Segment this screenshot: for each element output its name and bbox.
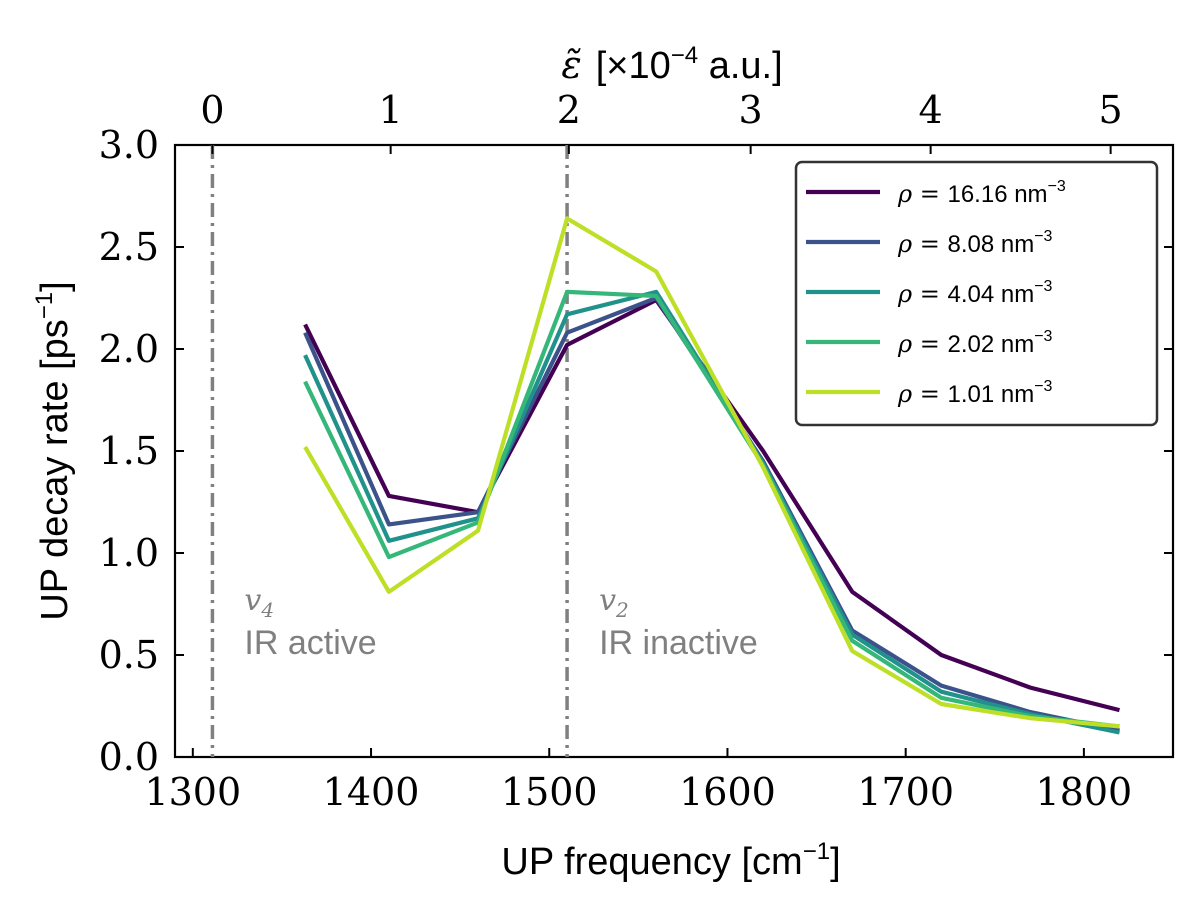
mode-subscript: 2 (615, 598, 629, 622)
legend-sup: −3 (1034, 378, 1052, 395)
legend-sup: −3 (1034, 228, 1052, 245)
legend-text: 2.02 nm (947, 331, 1034, 358)
y-axis-label-main: UP decay rate [ps (34, 319, 76, 620)
top-tick-label: 1 (379, 88, 403, 132)
y-axis-label: UP decay rate [ps−1] (31, 281, 76, 620)
x-axis-label-end: ] (830, 841, 841, 883)
mode-label-2: v2 (599, 583, 629, 622)
legend-sup: −3 (1034, 328, 1052, 345)
legend-text: 16.16 nm (947, 181, 1047, 208)
mode-subscript: 4 (260, 598, 274, 622)
top-axis-symbol: ε̃ (561, 43, 581, 87)
legend-prefix: ρ = (897, 180, 947, 208)
y-tick-label: 1.5 (99, 429, 159, 473)
legend-prefix: ρ = (897, 280, 947, 308)
legend-label-4: ρ = 1.01 nm−3 (897, 378, 1053, 408)
legend-prefix: ρ = (897, 330, 947, 358)
top-axis-label: ε̃ [×10−4 a.u.] (561, 42, 782, 87)
top-tick-label: 5 (1099, 88, 1123, 132)
legend-label-2: ρ = 4.04 nm−3 (897, 278, 1053, 308)
x-axis-label-main: UP frequency [cm (501, 841, 802, 883)
series-line-4 (303, 216, 1120, 729)
mode-symbol: v (244, 583, 261, 618)
y-tick-label: 2.5 (99, 225, 159, 269)
legend-text: 8.08 nm (947, 231, 1034, 258)
y-axis-label-sup: −1 (31, 292, 58, 319)
y-tick-label: 3.0 (99, 123, 159, 167)
legend-prefix: ρ = (897, 380, 947, 408)
y-axis-label-end: ] (34, 281, 76, 292)
legend-text: 1.01 nm (947, 381, 1034, 408)
legend-text: 4.04 nm (947, 281, 1034, 308)
legend-label-1: ρ = 8.08 nm−3 (897, 228, 1053, 258)
top-tick-label: 2 (557, 88, 581, 132)
legend-label-0: ρ = 16.16 nm−3 (897, 178, 1066, 208)
top-axis-sup: −4 (671, 42, 698, 69)
mode-symbol: v (599, 583, 616, 618)
x-tick-label: 1700 (857, 770, 954, 814)
x-tick-label: 1400 (323, 770, 420, 814)
legend-label-3: ρ = 2.02 nm−3 (897, 328, 1053, 358)
x-tick-label: 1600 (679, 770, 776, 814)
legend: ρ = 16.16 nm−3ρ = 8.08 nm−3ρ = 4.04 nm−3… (794, 160, 1159, 427)
y-tick-label: 1.0 (99, 531, 159, 575)
top-tick-label: 3 (739, 88, 763, 132)
x-axis-label: UP frequency [cm−1] (501, 838, 840, 883)
legend-prefix: ρ = (897, 230, 947, 258)
mode-activity-label-4: IR active (244, 624, 376, 662)
series-line-3 (303, 289, 1120, 729)
mode-activity-label-2: IR inactive (599, 624, 758, 662)
y-tick-label: 0.5 (99, 633, 159, 677)
x-tick-label: 1500 (501, 770, 598, 814)
y-tick-label: 0.0 (99, 735, 159, 779)
x-axis-label-sup: −1 (803, 838, 830, 865)
legend-frame (794, 160, 1159, 427)
top-axis-suffix: a.u.] (698, 45, 783, 87)
legend-sup: −3 (1048, 178, 1066, 195)
x-tick-label: 1300 (144, 770, 241, 814)
top-tick-label: 4 (919, 88, 943, 132)
y-tick-label: 2.0 (99, 327, 159, 371)
x-tick-label: 1800 (1036, 770, 1133, 814)
mode-label-4: v4 (244, 583, 274, 622)
legend-sup: −3 (1034, 278, 1052, 295)
top-tick-label: 0 (200, 88, 224, 132)
top-axis-prefix: [×10 (596, 45, 671, 87)
